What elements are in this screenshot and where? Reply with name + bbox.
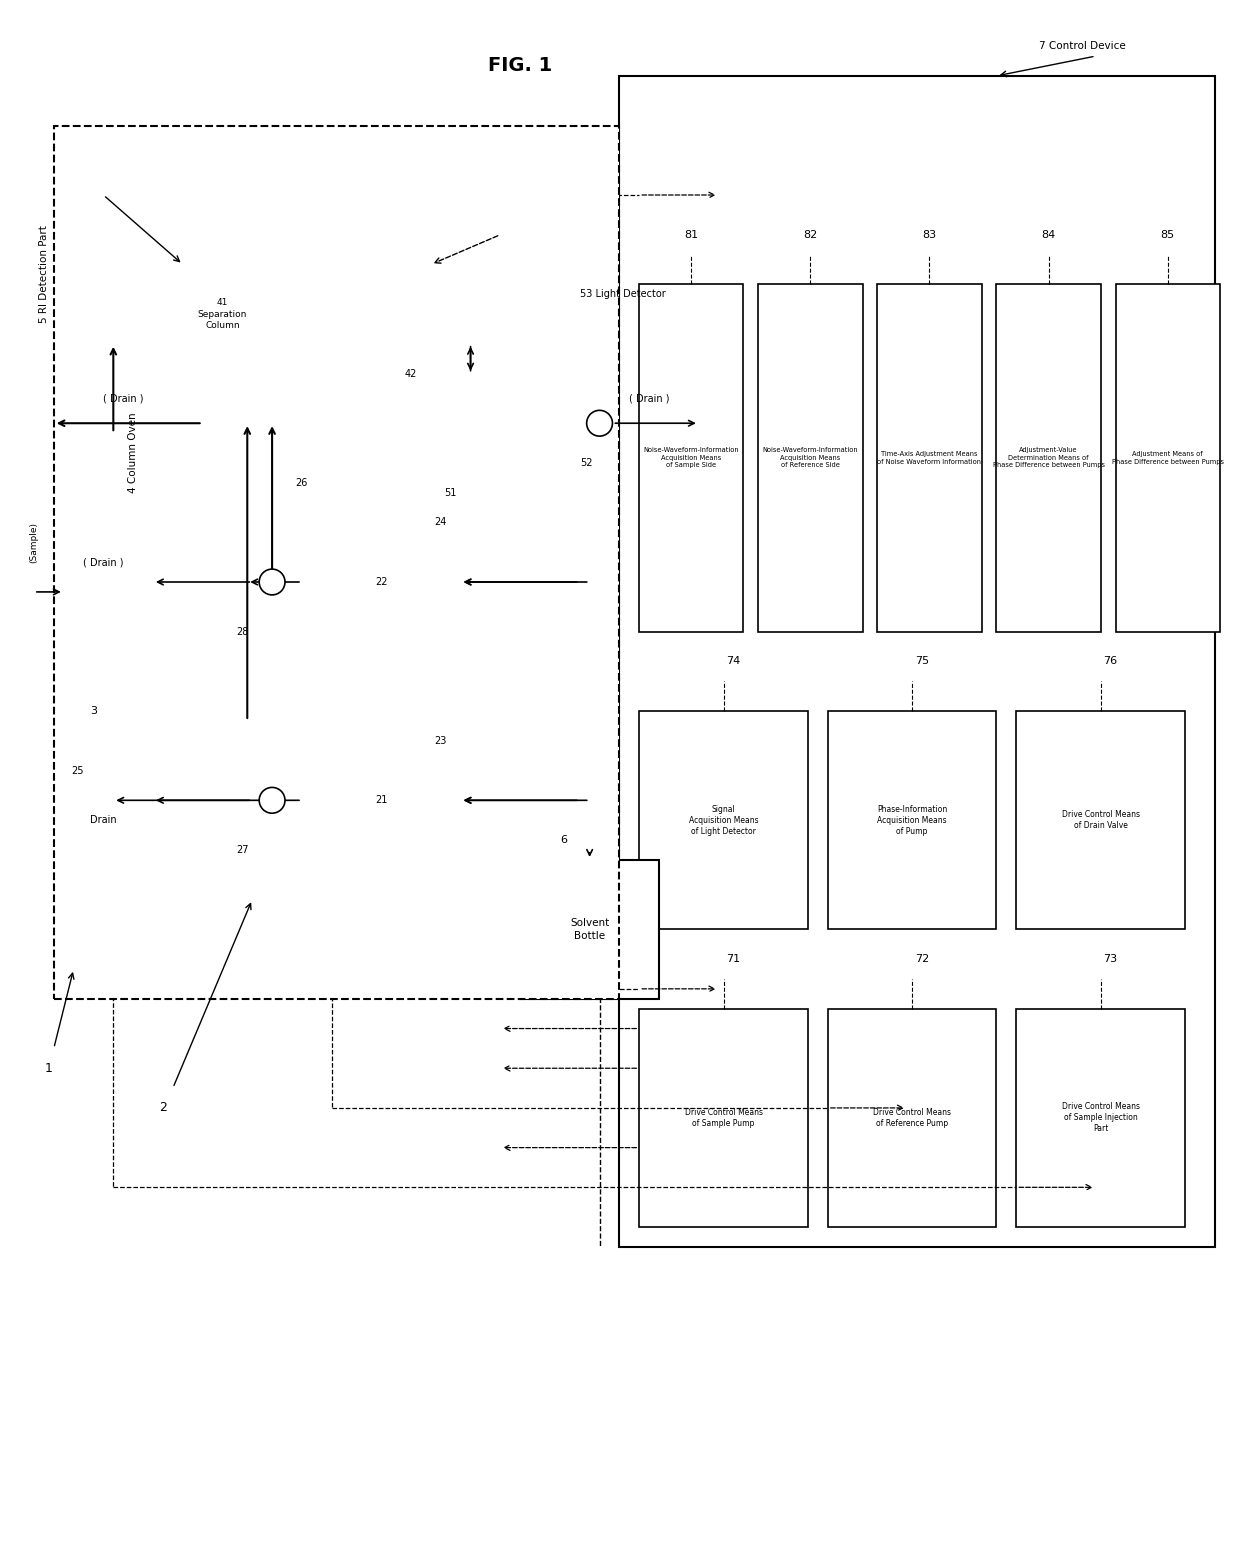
- Bar: [1017, 1008, 1185, 1227]
- Circle shape: [259, 788, 285, 813]
- Text: 22: 22: [374, 577, 387, 586]
- Bar: [828, 710, 997, 929]
- Text: ( Drain ): ( Drain ): [103, 394, 144, 403]
- Bar: [301, 780, 341, 820]
- Text: Drive Control Means
of Drain Valve: Drive Control Means of Drain Valve: [1061, 810, 1140, 830]
- Bar: [420, 374, 520, 473]
- Bar: [640, 710, 808, 929]
- Text: 52: 52: [580, 458, 593, 468]
- Text: 84: 84: [1042, 230, 1055, 240]
- Bar: [182, 295, 420, 771]
- Text: Drive Control Means
of Sample Pump: Drive Control Means of Sample Pump: [684, 1107, 763, 1128]
- Text: 2: 2: [159, 1101, 167, 1115]
- Text: 6: 6: [560, 834, 567, 845]
- Bar: [520, 859, 660, 999]
- Circle shape: [587, 411, 613, 436]
- Bar: [420, 780, 460, 820]
- Text: 3: 3: [91, 706, 97, 717]
- Bar: [430, 265, 510, 344]
- Text: 41
Separation
Column: 41 Separation Column: [198, 298, 247, 330]
- Text: 26: 26: [295, 478, 308, 487]
- Bar: [620, 76, 1215, 1247]
- Bar: [272, 503, 311, 543]
- Bar: [640, 1008, 808, 1227]
- Text: 83: 83: [923, 230, 936, 240]
- Text: 4 Column Oven: 4 Column Oven: [128, 413, 138, 493]
- Bar: [878, 284, 982, 631]
- Text: 71: 71: [727, 954, 740, 965]
- Text: 53 Light Detector: 53 Light Detector: [580, 288, 666, 299]
- Text: 73: 73: [1104, 954, 1117, 965]
- Bar: [1116, 284, 1220, 631]
- Text: 25: 25: [71, 766, 83, 776]
- Bar: [63, 433, 162, 672]
- Text: Signal
Acquisition Means
of Light Detector: Signal Acquisition Means of Light Detect…: [688, 805, 759, 836]
- Text: Noise-Waveform-Information
Acquisition Means
of Sample Side: Noise-Waveform-Information Acquisition M…: [644, 447, 739, 468]
- Text: Noise-Waveform-Information
Acquisition Means
of Reference Side: Noise-Waveform-Information Acquisition M…: [763, 447, 858, 468]
- Text: Drain: Drain: [91, 816, 117, 825]
- Text: 21: 21: [374, 796, 387, 805]
- Bar: [520, 403, 580, 444]
- Text: 42: 42: [404, 369, 417, 378]
- Text: 82: 82: [804, 230, 817, 240]
- Bar: [301, 561, 341, 602]
- Text: 85: 85: [1161, 230, 1174, 240]
- Bar: [1017, 710, 1185, 929]
- Text: 51: 51: [444, 487, 456, 498]
- Bar: [759, 284, 863, 631]
- Bar: [162, 254, 580, 830]
- Text: 76: 76: [1104, 656, 1117, 667]
- Circle shape: [331, 751, 430, 850]
- Bar: [420, 561, 460, 602]
- Bar: [640, 284, 744, 631]
- Text: 28: 28: [236, 627, 248, 636]
- Bar: [192, 344, 301, 721]
- Text: 1: 1: [45, 1062, 53, 1075]
- Text: Drive Control Means
of Reference Pump: Drive Control Means of Reference Pump: [873, 1107, 951, 1128]
- Text: Time-Axis Adjustment Means
of Noise Waveform Information: Time-Axis Adjustment Means of Noise Wave…: [878, 451, 982, 465]
- Text: Drive Control Means
of Sample Injection
Part: Drive Control Means of Sample Injection …: [1061, 1103, 1140, 1134]
- Text: 5 RI Detection Part: 5 RI Detection Part: [38, 225, 48, 323]
- Text: Solvent
Bottle: Solvent Bottle: [570, 918, 609, 940]
- Circle shape: [259, 569, 285, 596]
- Text: 23: 23: [434, 735, 446, 746]
- Text: Adjustment Means of
Phase Difference between Pumps: Adjustment Means of Phase Difference bet…: [1111, 451, 1224, 465]
- Bar: [93, 710, 133, 751]
- Text: FIG. 1: FIG. 1: [489, 56, 552, 76]
- Bar: [997, 284, 1101, 631]
- Text: 74: 74: [727, 656, 740, 667]
- Bar: [53, 126, 620, 999]
- Text: Phase-Information
Acquisition Means
of Pump: Phase-Information Acquisition Means of P…: [877, 805, 947, 836]
- Text: Adjustment-Value
Determination Means of
Phase Difference between Pumps: Adjustment-Value Determination Means of …: [992, 447, 1105, 468]
- Bar: [828, 1008, 997, 1227]
- Text: 7 Control Device: 7 Control Device: [1039, 42, 1126, 51]
- Text: (Sample): (Sample): [30, 521, 38, 563]
- Text: ( Drain ): ( Drain ): [83, 557, 124, 568]
- Text: 24: 24: [434, 518, 446, 527]
- Text: ( Drain ): ( Drain ): [629, 394, 670, 403]
- Text: 81: 81: [684, 230, 698, 240]
- Circle shape: [331, 532, 430, 631]
- Text: 72: 72: [915, 954, 929, 965]
- Text: 75: 75: [915, 656, 929, 667]
- Text: 27: 27: [236, 845, 248, 855]
